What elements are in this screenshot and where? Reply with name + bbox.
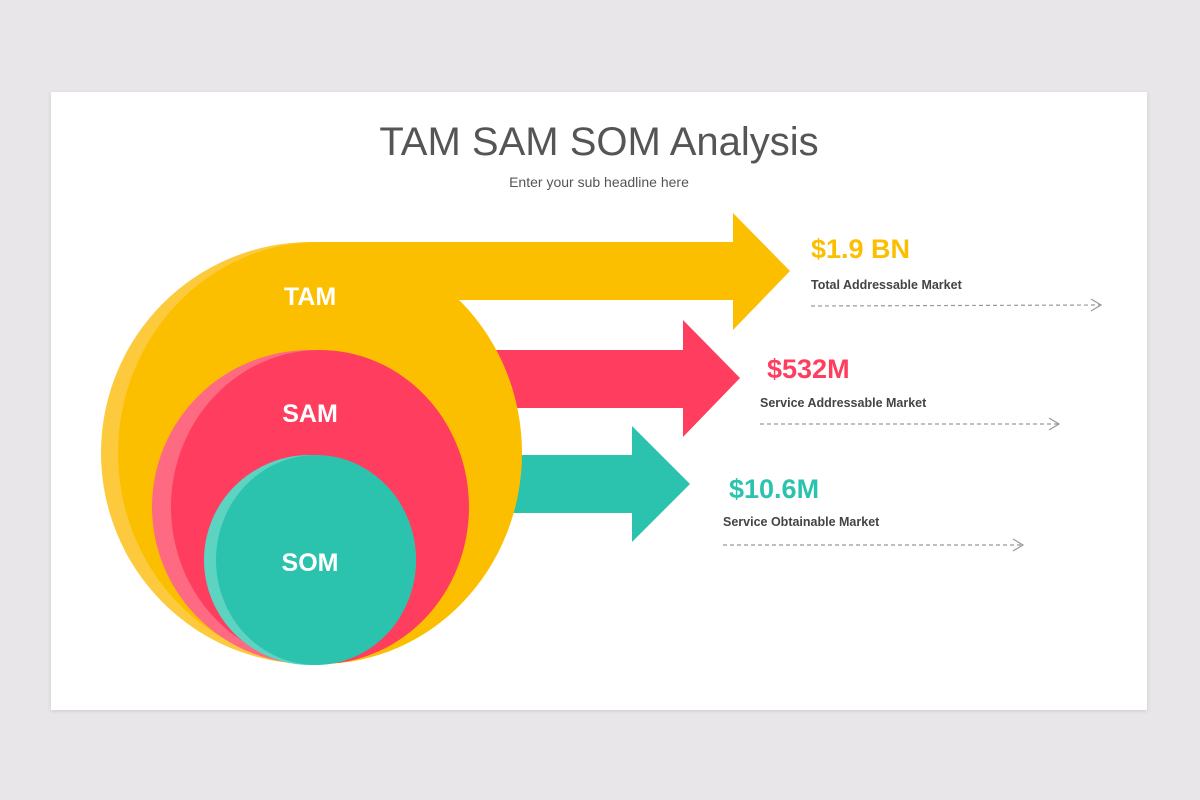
tam-label: TAM xyxy=(284,283,336,311)
page-subtitle: Enter your sub headline here xyxy=(509,174,689,190)
som-description: Service Obtainable Market xyxy=(723,515,880,529)
som-value: $10.6M xyxy=(729,474,819,504)
sam-description: Service Addressable Market xyxy=(760,396,927,410)
tam-arrow xyxy=(311,213,790,330)
som-circle xyxy=(216,455,416,665)
sam-value: $532M xyxy=(767,354,850,384)
sam-label: SAM xyxy=(282,400,338,428)
som-label: SOM xyxy=(282,549,339,577)
som-dashed-arrow xyxy=(723,538,1025,552)
tam-dashed-arrow xyxy=(810,298,1103,312)
page-title: TAM SAM SOM Analysis xyxy=(379,120,818,164)
tam-value: $1.9 BN xyxy=(811,234,910,264)
tam-description: Total Addressable Market xyxy=(811,278,963,292)
sam-dashed-arrow xyxy=(760,417,1061,431)
